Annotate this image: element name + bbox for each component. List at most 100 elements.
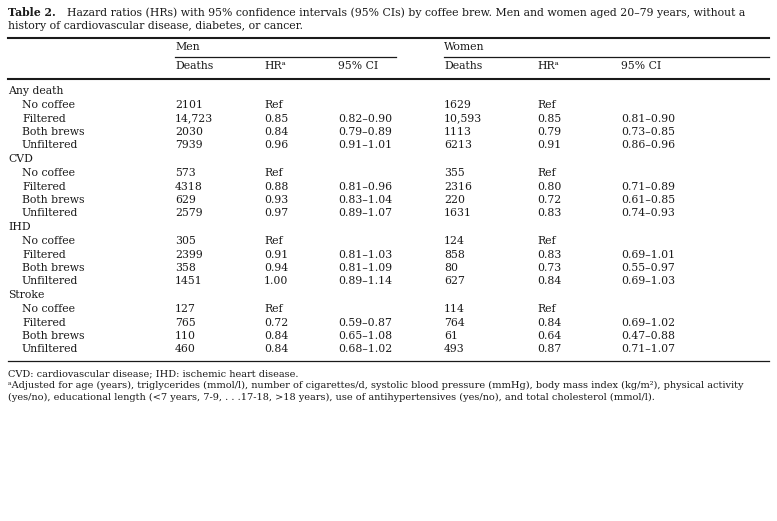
Text: 0.81–0.90: 0.81–0.90 [621,114,675,123]
Text: 6213: 6213 [444,141,472,151]
Text: Any death: Any death [8,86,64,96]
Text: 124: 124 [444,236,465,246]
Text: 2101: 2101 [175,100,203,110]
Text: Both brews: Both brews [22,127,85,137]
Text: 0.84: 0.84 [537,277,561,287]
Text: 0.72: 0.72 [264,317,288,328]
Text: 0.89–1.14: 0.89–1.14 [338,277,392,287]
Text: Ref: Ref [537,100,556,110]
Text: Ref: Ref [537,236,556,246]
Text: 0.61–0.85: 0.61–0.85 [621,195,675,205]
Text: Both brews: Both brews [22,263,85,273]
Text: 0.85: 0.85 [264,114,288,123]
Text: 7939: 7939 [175,141,203,151]
Text: 114: 114 [444,304,465,314]
Text: 0.93: 0.93 [264,195,288,205]
Text: 2399: 2399 [175,250,203,259]
Text: 0.91–1.01: 0.91–1.01 [338,141,392,151]
Text: 0.81–0.96: 0.81–0.96 [338,181,392,192]
Text: 0.69–1.03: 0.69–1.03 [621,277,675,287]
Text: 0.74–0.93: 0.74–0.93 [621,208,675,218]
Text: 0.72: 0.72 [537,195,561,205]
Text: 0.85: 0.85 [537,114,561,123]
Text: 0.47–0.88: 0.47–0.88 [621,331,675,341]
Text: 0.68–1.02: 0.68–1.02 [338,344,392,354]
Text: 0.89–1.07: 0.89–1.07 [338,208,392,218]
Text: Ref: Ref [264,304,283,314]
Text: CVD: CVD [8,154,33,164]
Text: 0.86–0.96: 0.86–0.96 [621,141,675,151]
Text: 0.69–1.01: 0.69–1.01 [621,250,675,259]
Text: 0.91: 0.91 [264,250,288,259]
Text: 0.73–0.85: 0.73–0.85 [621,127,675,137]
Text: 0.73: 0.73 [537,263,561,273]
Text: 0.88: 0.88 [264,181,288,192]
Text: HRᵃ: HRᵃ [264,61,286,71]
Text: 14,723: 14,723 [175,114,213,123]
Text: 0.79–0.89: 0.79–0.89 [338,127,392,137]
Text: CVD: cardiovascular disease; IHD: ischemic heart disease.: CVD: cardiovascular disease; IHD: ischem… [8,369,298,378]
Text: 355: 355 [444,168,465,178]
Text: Unfiltered: Unfiltered [22,141,78,151]
Text: Both brews: Both brews [22,331,85,341]
Text: Men: Men [175,42,200,52]
Text: Table 2.: Table 2. [8,7,56,18]
Text: 0.55–0.97: 0.55–0.97 [621,263,674,273]
Text: 2579: 2579 [175,208,203,218]
Text: Both brews: Both brews [22,195,85,205]
Text: 2316: 2316 [444,181,472,192]
Text: 627: 627 [444,277,465,287]
Text: Deaths: Deaths [175,61,213,71]
Text: 1629: 1629 [444,100,472,110]
Text: 61: 61 [444,331,458,341]
Text: Ref: Ref [264,100,283,110]
Text: 0.83: 0.83 [537,250,561,259]
Text: Filtered: Filtered [22,317,66,328]
Text: 95% CI: 95% CI [338,61,378,71]
Text: 0.82–0.90: 0.82–0.90 [338,114,392,123]
Text: 2030: 2030 [175,127,203,137]
Text: Unfiltered: Unfiltered [22,208,78,218]
Text: Unfiltered: Unfiltered [22,277,78,287]
Text: 0.71–1.07: 0.71–1.07 [621,344,675,354]
Text: Ref: Ref [264,168,283,178]
Text: Ref: Ref [537,304,556,314]
Text: 127: 127 [175,304,196,314]
Text: 0.59–0.87: 0.59–0.87 [338,317,392,328]
Text: 0.80: 0.80 [537,181,561,192]
Text: Unfiltered: Unfiltered [22,344,78,354]
Text: history of cardiovascular disease, diabetes, or cancer.: history of cardiovascular disease, diabe… [8,21,303,31]
Text: 0.94: 0.94 [264,263,288,273]
Text: IHD: IHD [8,222,30,232]
Text: 0.81–1.09: 0.81–1.09 [338,263,392,273]
Text: Filtered: Filtered [22,181,66,192]
Text: 0.71–0.89: 0.71–0.89 [621,181,675,192]
Text: 0.84: 0.84 [537,317,561,328]
Text: Ref: Ref [537,168,556,178]
Text: 80: 80 [444,263,458,273]
Text: 1451: 1451 [175,277,203,287]
Text: Deaths: Deaths [444,61,483,71]
Text: 0.84: 0.84 [264,344,288,354]
Text: 305: 305 [175,236,196,246]
Text: No coffee: No coffee [22,168,75,178]
Text: 0.65–1.08: 0.65–1.08 [338,331,392,341]
Text: 493: 493 [444,344,465,354]
Text: 95% CI: 95% CI [621,61,661,71]
Text: HRᵃ: HRᵃ [537,61,559,71]
Text: 4318: 4318 [175,181,203,192]
Text: 629: 629 [175,195,196,205]
Text: 573: 573 [175,168,196,178]
Text: 10,593: 10,593 [444,114,483,123]
Text: 1113: 1113 [444,127,472,137]
Text: Women: Women [444,42,485,52]
Text: Filtered: Filtered [22,250,66,259]
Text: 0.84: 0.84 [264,331,288,341]
Text: Filtered: Filtered [22,114,66,123]
Text: 0.87: 0.87 [537,344,561,354]
Text: No coffee: No coffee [22,304,75,314]
Text: 358: 358 [175,263,196,273]
Text: No coffee: No coffee [22,100,75,110]
Text: (yes/no), educational length (<7 years, 7-9, . . .17-18, >18 years), use of anti: (yes/no), educational length (<7 years, … [8,393,655,402]
Text: Ref: Ref [264,236,283,246]
